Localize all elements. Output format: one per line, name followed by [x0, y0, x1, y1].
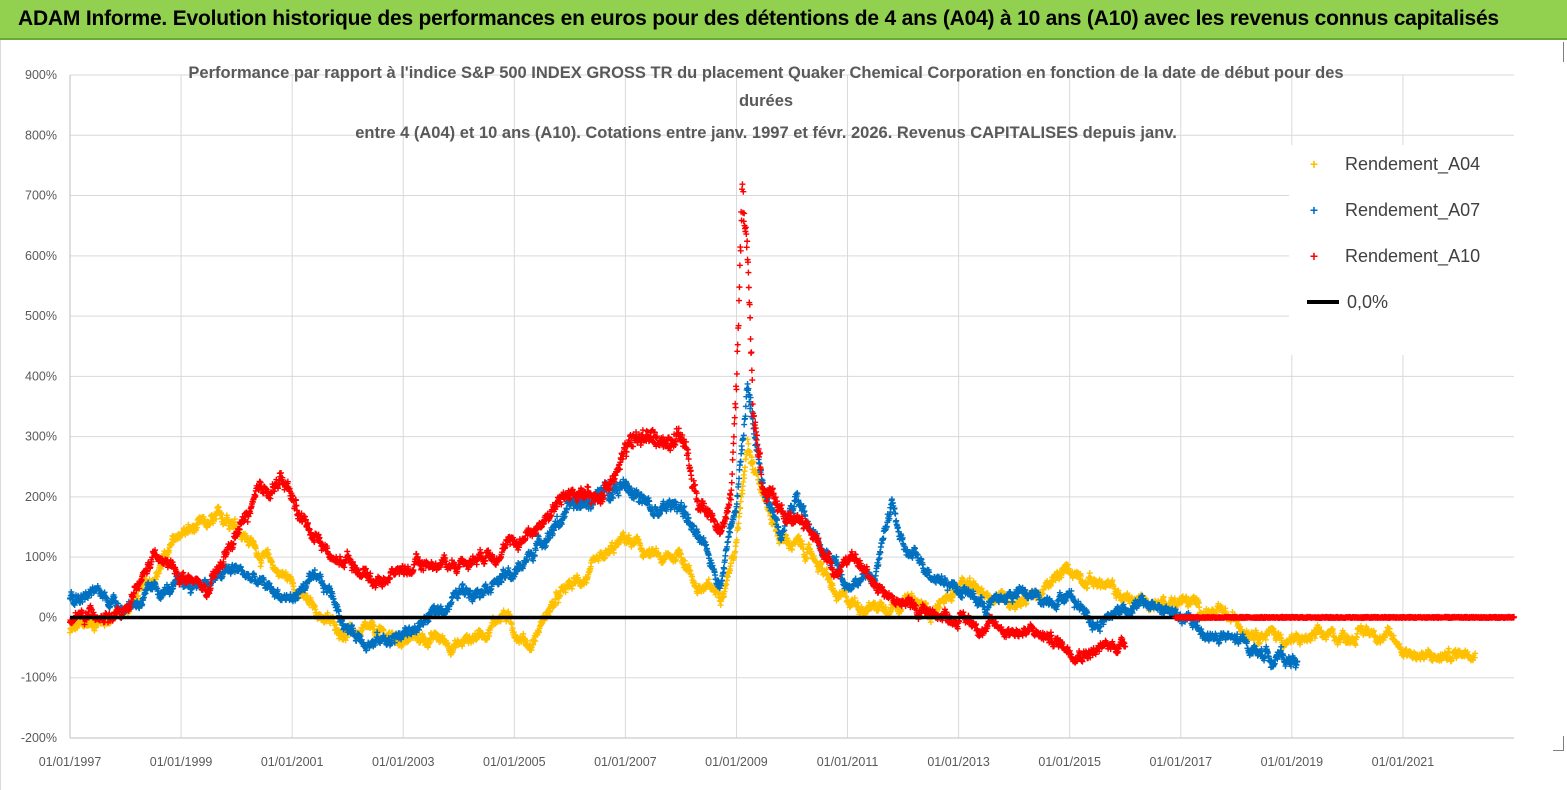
x-tick-label: 01/01/2003: [372, 755, 435, 769]
x-tick-label: 01/01/2013: [927, 755, 990, 769]
data-point-rendement-a07: [741, 421, 748, 428]
x-tick-label: 01/01/2015: [1038, 755, 1101, 769]
data-point-rendement-a07: [738, 450, 745, 457]
data-point-rendement-a04: [520, 630, 527, 637]
data-point-rendement-a07: [740, 432, 747, 439]
y-tick-label: -200%: [21, 731, 57, 745]
data-point-rendement-a07: [722, 552, 729, 559]
data-point-rendement-a04: [231, 516, 238, 523]
data-point-rendement-a04: [257, 563, 264, 570]
x-tick-label: 01/01/2001: [261, 755, 324, 769]
data-point-rendement-a04: [258, 559, 265, 566]
data-point-rendement-a04: [741, 475, 748, 482]
x-tick-label: 01/01/2009: [705, 755, 768, 769]
x-tick-label: 01/01/2019: [1261, 755, 1324, 769]
y-tick-label: 700%: [25, 189, 57, 203]
y-tick-label: -100%: [21, 671, 57, 685]
x-tick-label: 01/01/2011: [817, 755, 879, 769]
data-point-rendement-a04: [419, 630, 426, 637]
data-point-rendement-a04: [742, 456, 749, 463]
data-point-rendement-a04: [508, 621, 515, 628]
data-point-rendement-a07: [756, 460, 763, 467]
data-point-rendement-a04: [530, 641, 537, 648]
y-tick-label: 800%: [25, 128, 57, 142]
data-point-rendement-a04: [344, 634, 351, 641]
data-point-rendement-a04: [742, 464, 749, 471]
y-tick-label: 0%: [39, 610, 57, 624]
data-point-rendement-a04: [342, 637, 349, 644]
data-point-rendement-a07: [721, 565, 728, 572]
data-point-rendement-a04: [213, 515, 220, 522]
data-point-rendement-a07: [744, 380, 751, 387]
data-point-rendement-a04: [609, 539, 616, 546]
data-point-rendement-a04: [327, 620, 334, 627]
y-tick-label: 100%: [25, 550, 57, 564]
chart-svg: 900% 800% 700% 600% 500% 400% 300% 200% 100% 0% -1…: [21, 68, 1517, 769]
y-tick-label: 300%: [25, 430, 57, 444]
header-bar: ADAM Informe. Evolution historique des p…: [0, 0, 1567, 40]
data-point-rendement-a04: [723, 581, 730, 588]
data-point-rendement-a04: [226, 525, 233, 532]
x-tick-label: 01/01/2017: [1149, 755, 1212, 769]
x-tick-label: 01/01/1999: [150, 755, 213, 769]
data-point-rendement-a04: [324, 609, 331, 616]
x-tick-label: 01/01/1997: [39, 755, 102, 769]
data-point-rendement-a04: [155, 570, 162, 577]
x-tick-label: 01/01/2005: [483, 755, 546, 769]
chart-area: 900% 800% 700% 600% 500% 400% 300% 200% 100% 0% -1…: [0, 40, 1567, 790]
y-tick-label: 200%: [25, 490, 57, 504]
x-tick-label: 01/01/2021: [1372, 755, 1435, 769]
data-point-rendement-a04: [1086, 570, 1093, 577]
page-title: ADAM Informe. Evolution historique des p…: [18, 7, 1499, 30]
data-point-rendement-a04: [405, 638, 412, 645]
x-tick-label: 01/01/2007: [594, 755, 657, 769]
data-point-rendement-a04: [168, 541, 175, 548]
data-point-rendement-a04: [745, 440, 752, 447]
data-point-rendement-a04: [269, 559, 276, 566]
y-tick-label: 600%: [25, 249, 57, 263]
y-tick-label: 500%: [25, 309, 57, 323]
data-point-rendement-a04: [88, 618, 95, 625]
y-tick-label: 400%: [25, 369, 57, 383]
data-point-rendement-a04: [562, 589, 569, 596]
y-tick-label: 900%: [25, 68, 57, 82]
